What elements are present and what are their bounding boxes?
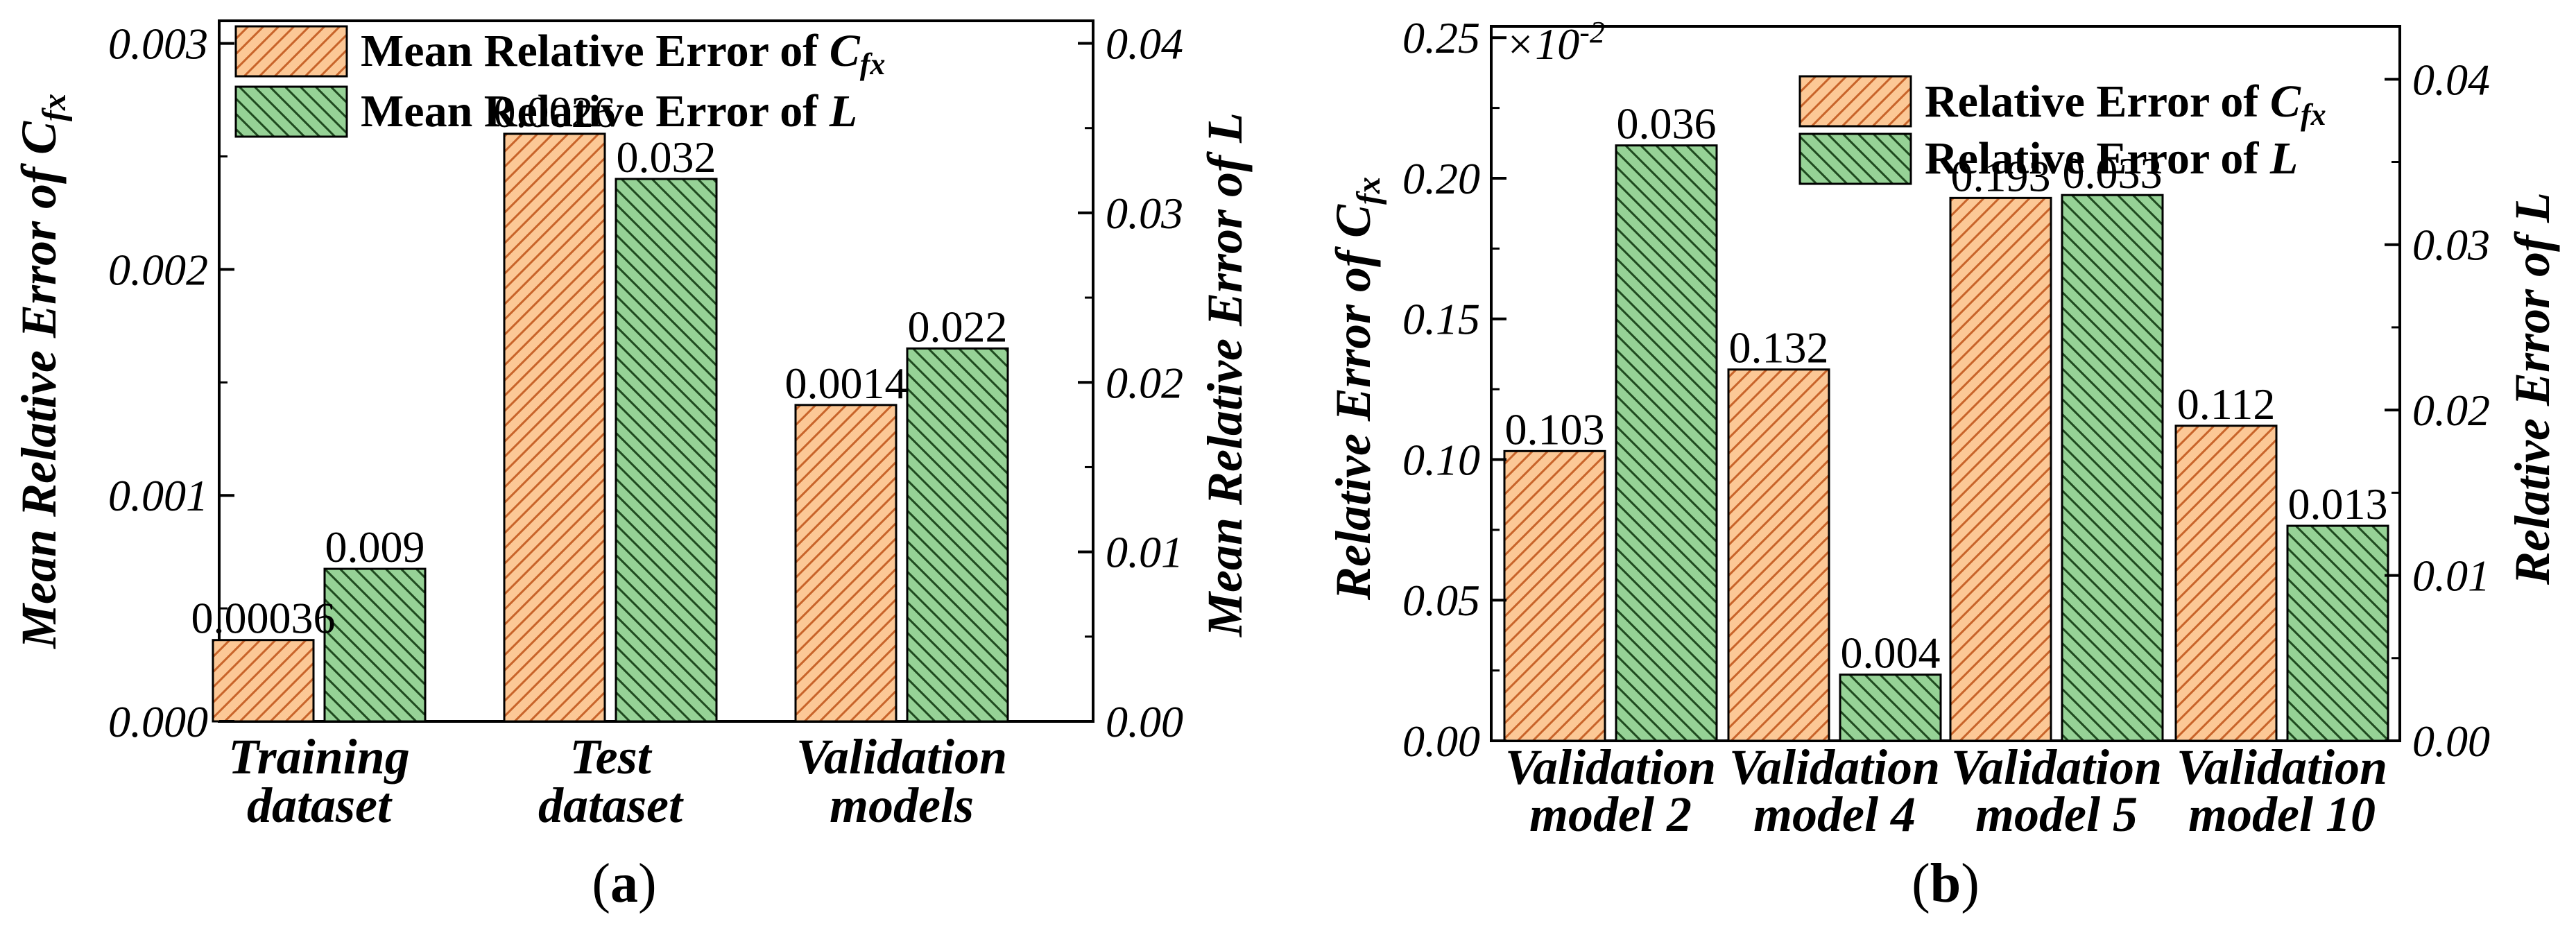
bar-b-cfx-2	[1727, 368, 1830, 742]
bar-b-l-1	[1615, 144, 1718, 742]
legend-swatch-b-cfx	[1798, 75, 1912, 128]
tick-label-right-a-0: 0.00	[1106, 697, 1183, 746]
tick-label-left-b-3: 0.15	[1402, 295, 1480, 344]
legend-swatch-a-cfx	[234, 25, 348, 78]
bar-b-l-2	[1839, 674, 1942, 742]
bar-a-cfx-2	[503, 132, 606, 723]
bar-label-a-l-3: 0.022	[908, 302, 1008, 351]
tick-label-right-b-2: 0.02	[2412, 386, 2490, 435]
category-label-b-3-line1: Validation	[1951, 739, 2162, 795]
tick-label-left-b-0: 0.00	[1402, 717, 1480, 766]
panel-b: 0.103 0.132 0.193 0.112 0.036 0.004 0.033 0.013…	[1325, 13, 2560, 914]
category-label-b-1-line2: model 2	[1529, 787, 1692, 842]
bar-b-cfx-4	[2174, 425, 2278, 742]
category-label-b-1-line1: Validation	[1505, 739, 1716, 795]
bar-b-cfx-3	[1949, 196, 2052, 742]
bar-label-a-l-2: 0.032	[617, 132, 716, 182]
category-label-b-4-line1: Validation	[2176, 739, 2387, 795]
tick-label-right-b-1: 0.01	[2412, 551, 2490, 601]
bar-label-a-l-1: 0.009	[325, 522, 425, 572]
category-label-b-4-line2: model 10	[2188, 787, 2376, 842]
bar-label-b-cfx-3: 0.193	[1951, 151, 2051, 200]
legend-swatch-a-l	[234, 85, 348, 138]
bar-label-a-cfx-1: 0.00036	[191, 594, 336, 643]
bar-label-b-cfx-4: 0.112	[2177, 379, 2276, 429]
legend-b: Relative Error of Cfx Relative Error of …	[1798, 75, 2326, 185]
y-axis-title-left-b: Relative Error of Cfx	[1325, 177, 1387, 601]
bar-label-a-cfx-3: 0.0014	[785, 359, 907, 408]
bar-a-l-3	[906, 347, 1009, 723]
tick-label-right-b-4: 0.04	[2412, 55, 2490, 104]
bar-a-l-2	[615, 178, 718, 723]
y-axis-title-right-b: Relative Error of L	[2505, 192, 2560, 585]
scale-note-b: ×10-2	[1505, 15, 1605, 69]
tick-label-right-a-1: 0.01	[1106, 528, 1183, 577]
category-label-b-2-line1: Validation	[1729, 739, 1940, 795]
bar-label-b-cfx-1: 0.103	[1505, 404, 1605, 454]
tick-label-right-b-3: 0.03	[2412, 221, 2490, 270]
bar-a-cfx-1	[212, 639, 315, 723]
bar-label-a-cfx-2: 0.0026	[494, 87, 616, 137]
bar-label-b-l-3: 0.033	[2063, 148, 2163, 198]
category-label-b-3-line2: model 5	[1975, 787, 2138, 842]
category-label-a-3-line2: models	[830, 778, 974, 833]
legend-text-a-cfx: Mean Relative Error of Cfx	[361, 26, 885, 81]
tick-label-left-b-5: 0.25	[1402, 13, 1480, 62]
category-label-a-1-line2: dataset	[247, 778, 393, 833]
y-axis-title-left-a: Mean Relative Error of Cfx	[11, 94, 73, 649]
tick-label-right-a-4: 0.04	[1106, 19, 1183, 69]
bar-b-l-3	[2061, 194, 2164, 742]
legend-text-b-cfx: Relative Error of Cfx	[1925, 76, 2326, 132]
bar-label-b-l-1: 0.036	[1617, 99, 1717, 148]
bar-a-cfx-3	[794, 404, 898, 723]
tick-label-left-a-1: 0.001	[108, 471, 208, 520]
bar-label-b-l-2: 0.004	[1841, 628, 1941, 678]
bar-b-cfx-1	[1503, 449, 1606, 742]
y-axis-title-right-a: Mean Relative Error of L	[1197, 112, 1253, 637]
plot-frame-b	[1490, 25, 2401, 742]
category-label-a-3-line1: Validation	[796, 729, 1007, 784]
tick-label-left-b-4: 0.20	[1402, 154, 1480, 203]
category-label-a-1-line1: Training	[228, 729, 409, 784]
legend-swatch-b-l	[1798, 132, 1912, 185]
legend-a: Mean Relative Error of Cfx Mean Relative…	[234, 25, 885, 138]
category-label-a-2-line1: Test	[569, 729, 652, 784]
tick-label-left-a-2: 0.002	[108, 245, 208, 294]
tick-label-left-b-2: 0.10	[1402, 435, 1480, 484]
tick-label-left-a-0: 0.000	[108, 697, 208, 746]
bar-label-b-l-4: 0.013	[2288, 479, 2388, 529]
bar-b-l-4	[2286, 524, 2389, 742]
legend-text-b-l: Relative Error of L	[1925, 133, 2298, 184]
panel-label-a: (a)	[592, 853, 656, 914]
bar-a-l-1	[323, 567, 427, 723]
panel-label-b: (b)	[1912, 853, 1980, 914]
bar-label-b-cfx-2: 0.132	[1729, 323, 1829, 372]
tick-label-left-b-1: 0.05	[1402, 576, 1480, 625]
tick-label-right-a-3: 0.03	[1106, 189, 1183, 238]
tick-label-right-a-2: 0.02	[1106, 358, 1183, 407]
tick-label-left-a-3: 0.003	[108, 19, 208, 69]
legend-text-a-l: Mean Relative Error of L	[361, 86, 857, 137]
tick-label-right-b-0: 0.00	[2412, 717, 2490, 766]
category-label-a-2-line2: dataset	[538, 778, 684, 833]
category-label-b-2-line2: model 4	[1753, 787, 1916, 842]
